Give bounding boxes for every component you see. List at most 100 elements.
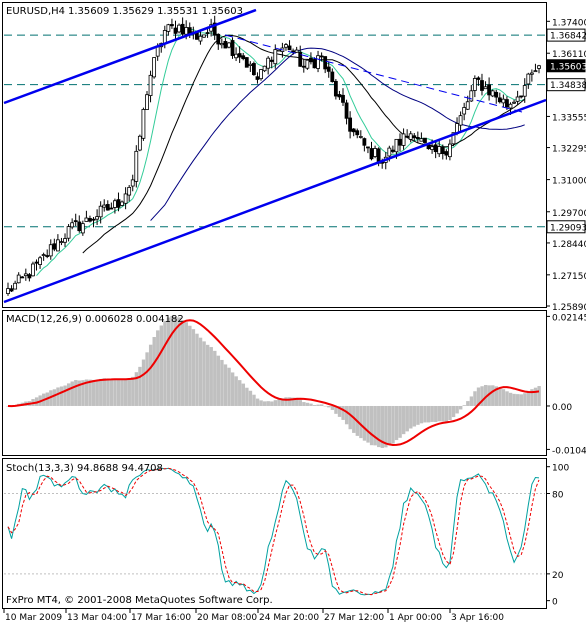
svg-text:0.00: 0.00 — [552, 403, 572, 413]
svg-text:1.34838: 1.34838 — [550, 81, 586, 91]
ohlc-readout: 1.35609 1.35629 1.35531 1.35603 — [68, 6, 243, 17]
candle — [142, 108, 145, 141]
macd-histogram-bar — [167, 317, 170, 405]
macd-histogram-bar — [234, 376, 237, 406]
macd-histogram-bar — [113, 379, 116, 406]
macd-histogram-bar — [448, 406, 451, 420]
candle — [260, 69, 263, 81]
macd-histogram-bar — [177, 317, 180, 406]
price-tick: 1.33555 — [546, 113, 586, 123]
macd-histogram-bar — [327, 406, 330, 407]
macd-histogram-bar — [224, 364, 227, 406]
candle — [227, 42, 230, 48]
copyright-text: FxPro MT4, © 2001-2008 MetaQuotes Softwa… — [6, 595, 273, 606]
macd-histogram-bar — [341, 406, 344, 420]
macd-histogram-bar — [160, 326, 163, 406]
svg-text:10 Mar 2009: 10 Mar 2009 — [5, 613, 62, 623]
price-tick: 1.29700 — [546, 209, 586, 219]
macd-histogram-bar — [491, 385, 494, 406]
symbol-label: EURUSD,H4 — [6, 6, 65, 17]
macd-histogram-bar — [74, 380, 77, 406]
macd-histogram-bar — [60, 386, 63, 405]
macd-histogram-bar — [427, 406, 430, 422]
svg-text:20 Mar 08:00: 20 Mar 08:00 — [197, 613, 257, 623]
candle — [203, 35, 206, 38]
macd-histogram-bar — [370, 406, 373, 445]
macd-histogram-bar — [71, 381, 74, 406]
macd-histogram-bar — [106, 379, 109, 406]
macd-histogram-bar — [92, 380, 95, 406]
macd-histogram-bar — [202, 341, 205, 406]
current-price-flag: 1.35603 — [547, 60, 586, 73]
svg-text:1.29700: 1.29700 — [552, 209, 586, 219]
macd-histogram-bar — [206, 345, 209, 406]
macd-histogram-bar — [413, 406, 416, 427]
macd-histogram-bar — [534, 388, 537, 406]
macd-histogram-bar — [466, 401, 469, 406]
macd-histogram-bar — [316, 405, 319, 406]
macd-histogram-bar — [309, 404, 312, 406]
macd-histogram-bar — [231, 372, 234, 406]
candle — [231, 37, 234, 58]
macd-histogram-bar — [274, 400, 277, 406]
macd-pane[interactable]: 0.02145 0.00 -0.01040 MACD(12,26,9) 0.0060… — [3, 311, 586, 457]
candle — [178, 23, 181, 33]
macd-histogram-bar — [53, 389, 56, 406]
price-tick: 1.31000 — [546, 177, 586, 187]
macd-histogram-bar — [103, 378, 106, 406]
macd-histogram-bar — [430, 406, 433, 422]
macd-tick: -0.01040 — [546, 446, 586, 456]
macd-histogram-bar — [349, 406, 352, 429]
svg-text:1.27150: 1.27150 — [552, 272, 586, 282]
macd-histogram-bar — [463, 405, 466, 406]
macd-histogram-bar — [245, 388, 248, 406]
macd-histogram-bar — [537, 386, 540, 406]
macd-histogram-bar — [270, 401, 273, 406]
macd-histogram-bar — [181, 320, 184, 406]
svg-text:1 Apr 00:00: 1 Apr 00:00 — [389, 613, 442, 623]
candle — [263, 66, 266, 72]
macd-histogram-bar — [163, 321, 166, 406]
macd-histogram-bar — [527, 391, 530, 406]
macd-histogram-bar — [170, 316, 173, 406]
macd-histogram-bar — [473, 391, 476, 406]
price-pane[interactable]: 1.37400 1.36110 1.34838 1.33555 1.32295 1.310… — [3, 3, 586, 314]
macd-histogram-bar — [256, 399, 259, 406]
macd-histogram-bar — [227, 368, 230, 406]
candle — [138, 135, 141, 152]
macd-histogram-bar — [213, 351, 216, 406]
macd-histogram-bar — [88, 380, 91, 406]
macd-histogram-bar — [324, 406, 327, 407]
macd-histogram-bar — [95, 380, 98, 406]
svg-text:1.36110: 1.36110 — [552, 50, 586, 60]
macd-histogram-bar — [242, 384, 245, 406]
macd-histogram-bar — [520, 394, 523, 406]
macd-histogram-bar — [406, 406, 409, 431]
svg-text:1.31000: 1.31000 — [552, 177, 586, 187]
macd-histogram-bar — [149, 345, 152, 406]
macd-histogram-bar — [345, 406, 348, 424]
svg-text:100: 100 — [552, 464, 569, 474]
macd-tick: 0.02145 — [546, 313, 586, 323]
svg-text:24 Mar 20:00: 24 Mar 20:00 — [259, 613, 319, 623]
macd-label: MACD(12,26,9) 0.006028 0.004182 — [6, 314, 184, 325]
macd-histogram-bar — [502, 389, 505, 406]
level-price-flag: 1.36842 — [547, 29, 586, 41]
price-tick: 1.37400 — [546, 18, 586, 28]
macd-histogram-bar — [434, 406, 437, 422]
svg-text:1.32295: 1.32295 — [552, 145, 586, 155]
macd-histogram-bar — [423, 406, 426, 422]
macd-histogram-bar — [505, 391, 508, 406]
macd-histogram-bar — [284, 397, 287, 406]
candle — [252, 62, 255, 76]
candle — [135, 145, 138, 187]
macd-histogram-bar — [131, 377, 134, 406]
macd-histogram-bar — [185, 322, 188, 406]
macd-histogram-bar — [263, 401, 266, 406]
macd-histogram-bar — [188, 326, 191, 406]
svg-text:3 Apr 16:00: 3 Apr 16:00 — [451, 613, 504, 623]
macd-histogram-bar — [420, 406, 423, 423]
